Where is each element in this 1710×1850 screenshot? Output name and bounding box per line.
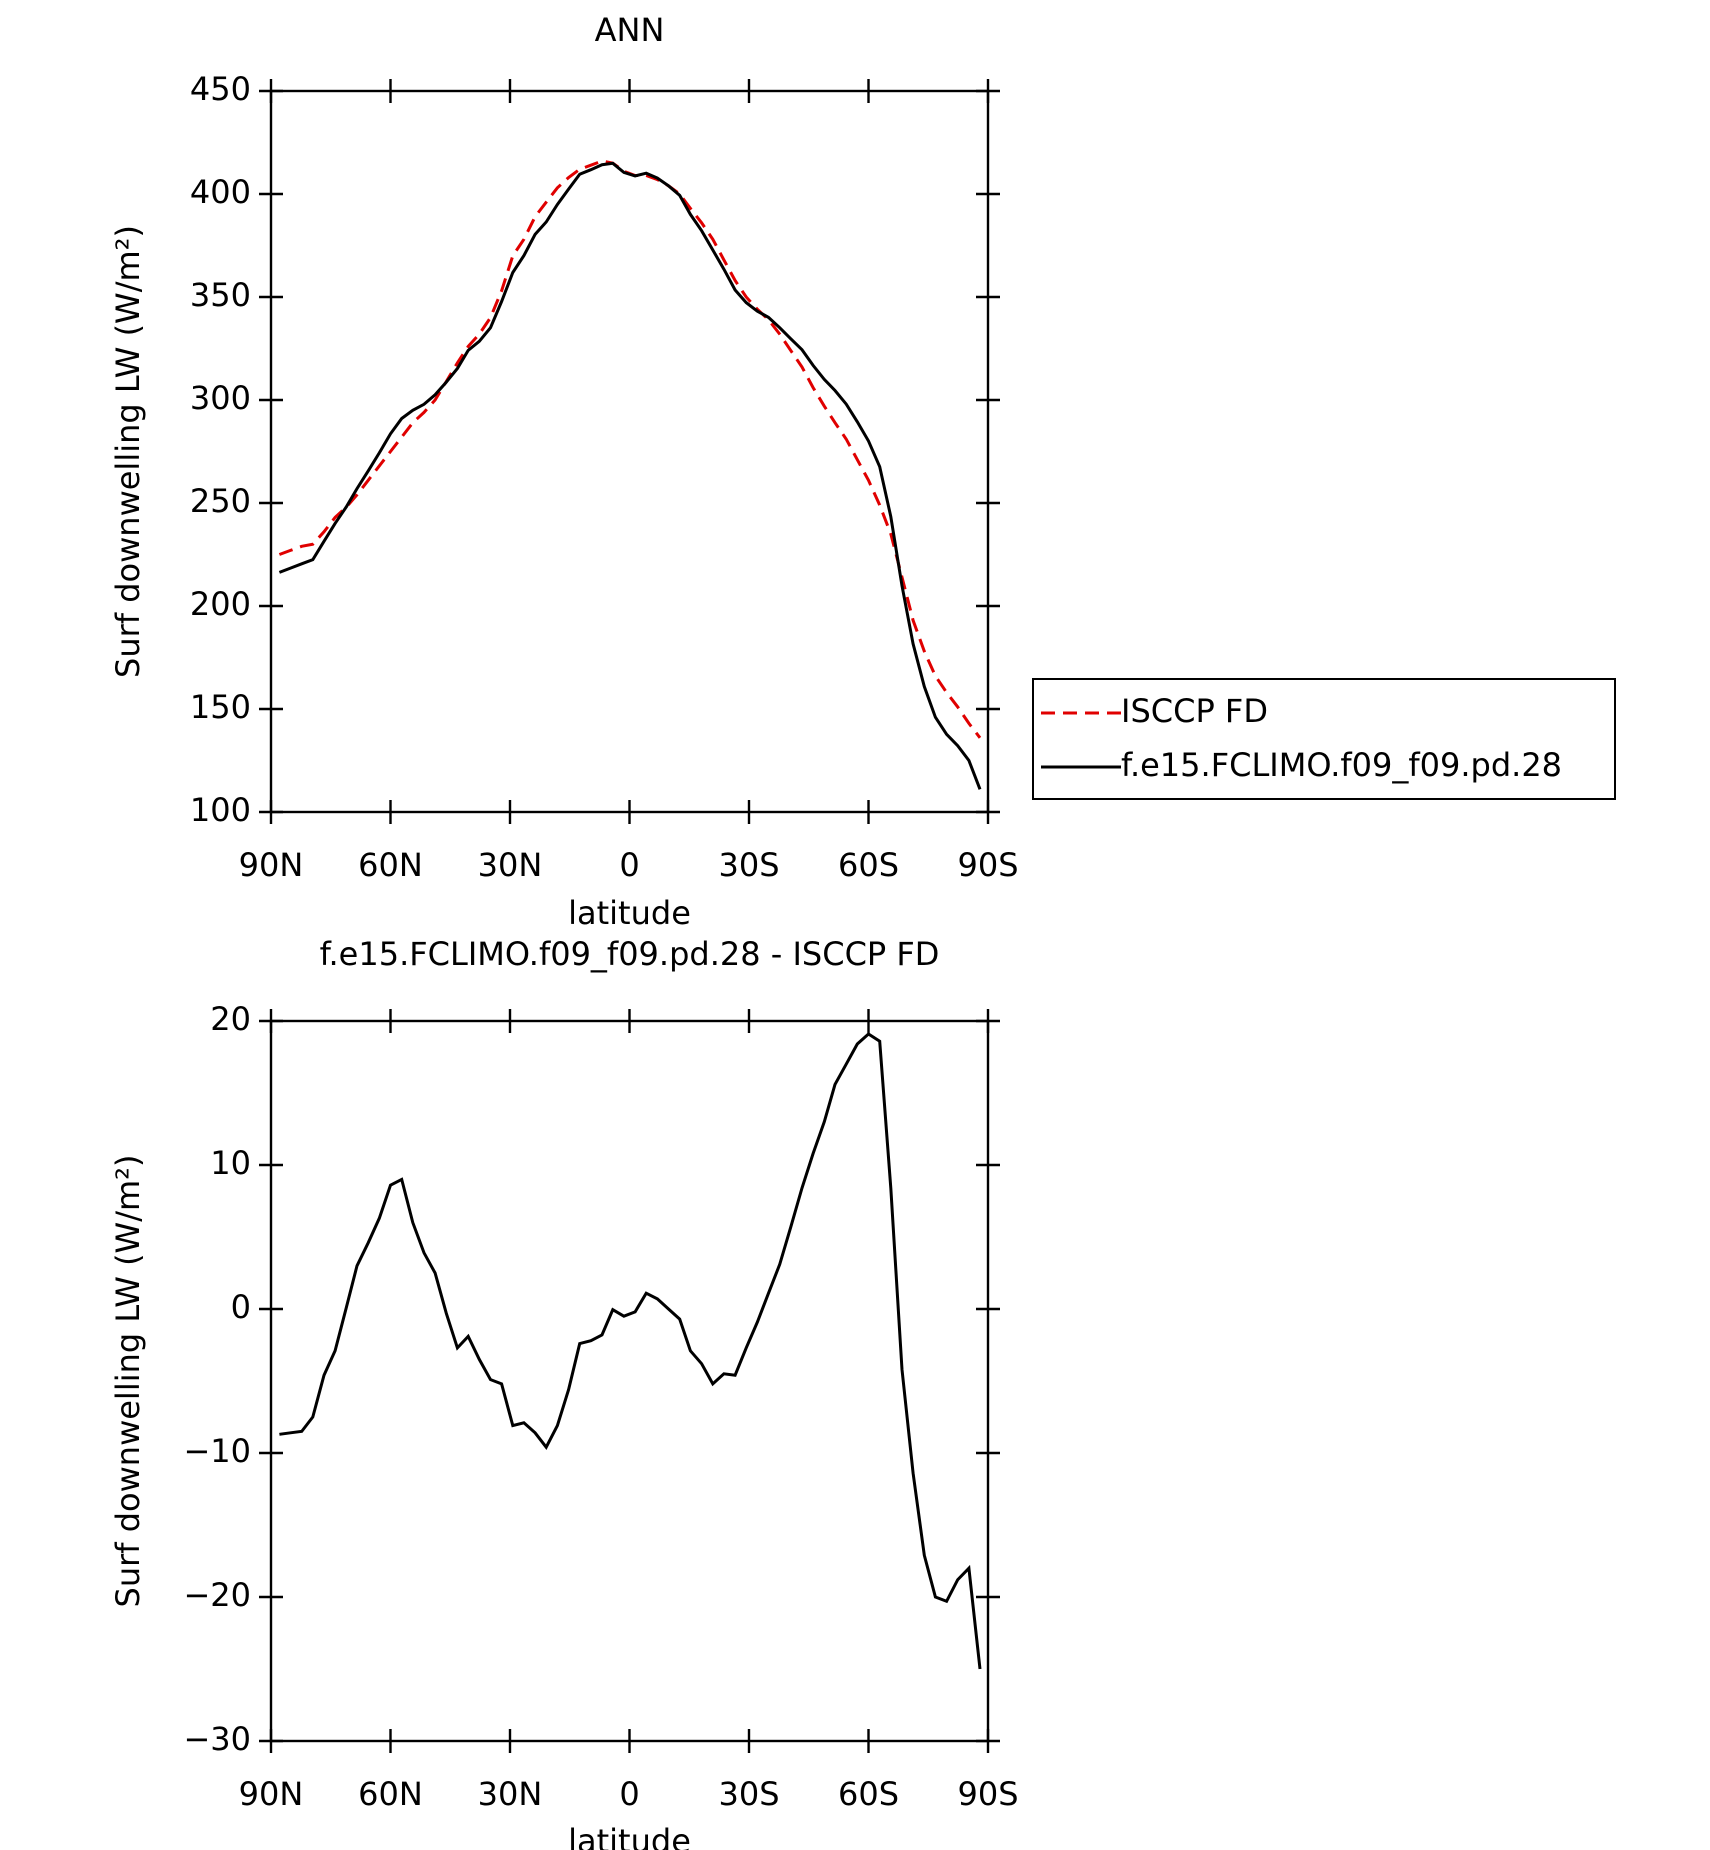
chart-title: ANN: [595, 11, 665, 49]
x-tick-label: 60N: [358, 1775, 423, 1813]
x-tick-label: 90N: [239, 1775, 304, 1813]
y-tick-label: −30: [183, 1720, 251, 1758]
y-tick-label: 250: [190, 482, 251, 520]
y-axis-label: Surf downwelling LW (W/m²): [109, 225, 147, 678]
x-tick-label: 90N: [239, 846, 304, 884]
plot-frame: [269, 1019, 990, 1743]
data-line: [278, 159, 982, 739]
x-tick-label: 60S: [838, 846, 899, 884]
y-tick-label: −20: [183, 1576, 251, 1614]
x-tick-label: 0: [619, 846, 639, 884]
x-axis-label: latitude: [568, 894, 691, 932]
x-tick-label: 90S: [957, 1775, 1018, 1813]
legend-box: [1032, 678, 1616, 800]
x-axis-label: latitude: [568, 1822, 691, 1850]
chart-title: f.e15.FCLIMO.f09_f09.pd.28 - ISCCP FD: [320, 935, 940, 973]
x-tick-label: 30S: [718, 846, 779, 884]
data-line: [278, 161, 982, 790]
x-tick-label: 30N: [478, 846, 543, 884]
y-tick-label: −10: [183, 1432, 251, 1470]
x-tick-label: 90S: [957, 846, 1018, 884]
legend-label: ISCCP FD: [1121, 692, 1268, 730]
y-tick-label: 200: [190, 585, 251, 623]
x-tick-label: 30N: [478, 1775, 543, 1813]
y-tick-label: 350: [190, 276, 251, 314]
y-tick-label: 150: [190, 688, 251, 726]
y-tick-label: 100: [190, 791, 251, 829]
y-tick-label: 0: [231, 1288, 251, 1326]
y-tick-label: 400: [190, 173, 251, 211]
data-line: [279, 1032, 982, 1670]
x-tick-label: 60N: [358, 846, 423, 884]
x-tick-label: 0: [619, 1775, 639, 1813]
x-tick-label: 30S: [718, 1775, 779, 1813]
y-axis-label: Surf downwelling LW (W/m²): [109, 1155, 147, 1608]
y-tick-label: 10: [210, 1144, 251, 1182]
x-tick-label: 60S: [838, 1775, 899, 1813]
y-tick-label: 300: [190, 379, 251, 417]
y-tick-label: 20: [210, 1000, 251, 1038]
legend-label: f.e15.FCLIMO.f09_f09.pd.28: [1121, 746, 1562, 784]
y-tick-label: 450: [190, 70, 251, 108]
